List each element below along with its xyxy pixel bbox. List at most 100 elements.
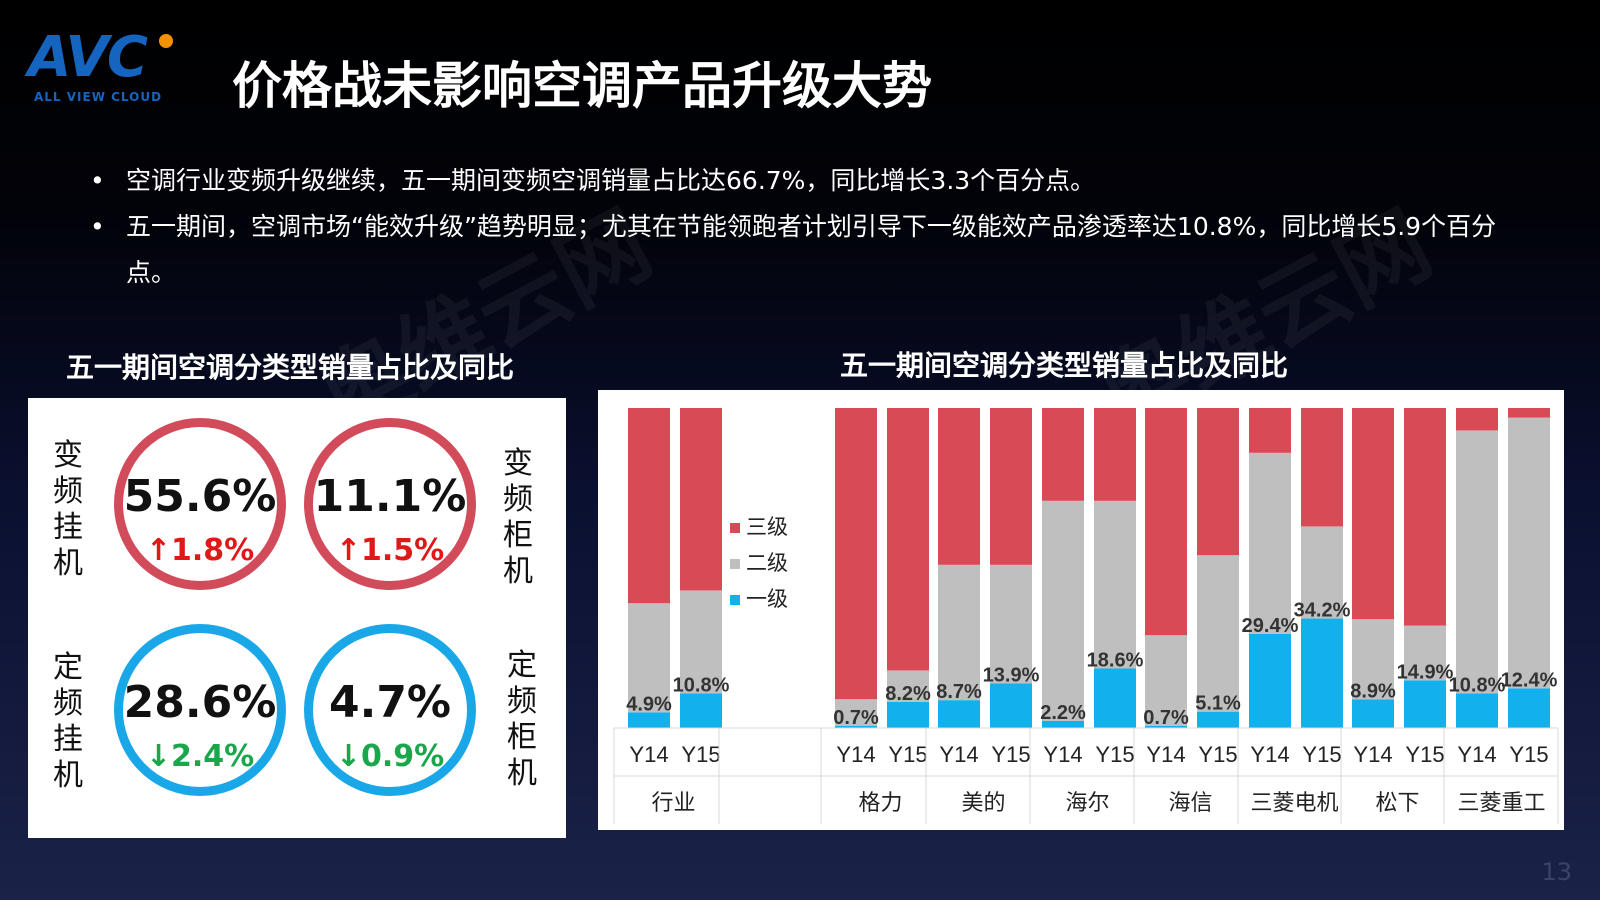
data-label: 4.9% <box>626 693 672 715</box>
circle-label: 变频挂机 <box>53 438 83 581</box>
tick-label: Y15 <box>1198 742 1237 767</box>
bar-segment-二级 <box>1301 526 1343 619</box>
legend-label: 二级 <box>746 552 788 575</box>
bar-segment-一级 <box>1508 688 1550 728</box>
tick-label: Y14 <box>1250 742 1289 767</box>
bar-segment-二级 <box>1094 500 1136 669</box>
group-label: 格力 <box>858 790 902 815</box>
stacked-bar-chart: 4.9% Y14 10.8% Y15 行业 0.7% Y14 8.2% Y15 格力 8.7% Y14… <box>613 408 1559 824</box>
tick-label: Y14 <box>629 742 668 767</box>
data-label: 29.4% <box>1242 615 1299 637</box>
bar-segment-二级 <box>1456 430 1498 694</box>
bar-segment-二级 <box>990 564 1032 684</box>
stat-circle: 55.6% ↑1.8% <box>114 418 286 590</box>
bar-segment-一级 <box>887 701 929 728</box>
stat-percent: 4.7% <box>328 677 452 728</box>
bar-segment-二级 <box>1197 555 1239 712</box>
legend-swatch <box>730 523 740 533</box>
legend-swatch <box>730 559 740 569</box>
group-label: 海尔 <box>1065 790 1109 815</box>
tick-label: Y14 <box>1043 742 1082 767</box>
bar-segment-一级 <box>1456 693 1498 728</box>
stat-percent: 55.6% <box>123 471 277 522</box>
bar-segment-三级 <box>1352 408 1394 620</box>
bar-segment-一级 <box>1249 633 1291 728</box>
circle-stats-panel: 变频挂机 55.6% ↑1.8% 11.1% ↑1.5% 变频柜机 定频挂机 2… <box>28 398 566 838</box>
bar-segment-二级 <box>1042 500 1084 721</box>
bar-segment-一级 <box>1197 711 1239 728</box>
tick-label: Y15 <box>1095 742 1134 767</box>
bar-segment-一级 <box>1404 680 1446 728</box>
stat-circle: 11.1% ↑1.5% <box>304 418 476 590</box>
group-label: 行业 <box>651 790 695 815</box>
stat-percent: 28.6% <box>123 677 277 728</box>
logo-mark: AVC <box>28 25 148 90</box>
bullet-item: 空调行业变频升级继续，五一期间变频空调销量占比达66.7%，同比增长3.3个百分… <box>90 158 1530 204</box>
bar-segment-三级 <box>1197 408 1239 556</box>
tick-label: Y14 <box>1457 742 1496 767</box>
bar-segment-二级 <box>938 564 980 701</box>
tick-label: Y14 <box>836 742 875 767</box>
bar-segment-一级 <box>1094 668 1136 728</box>
bar-segment-二级 <box>1249 452 1291 634</box>
bar-segment-一级 <box>680 693 722 728</box>
bar-segment-三级 <box>1508 408 1550 418</box>
group-label: 美的 <box>961 790 1005 815</box>
bar-segment-二级 <box>835 699 877 726</box>
bar-segment-三级 <box>1456 408 1498 431</box>
stat-change: ↑1.8% <box>145 533 255 568</box>
data-label: 2.2% <box>1040 702 1086 724</box>
tick-label: Y15 <box>991 742 1030 767</box>
stat-circle: 4.7% ↓0.9% <box>304 624 476 796</box>
bar-segment-三级 <box>1249 408 1291 453</box>
group-label: 三菱重工 <box>1457 790 1545 815</box>
bar-segment-一级 <box>1352 699 1394 728</box>
bar-segment-二级 <box>1404 625 1446 681</box>
bar-segment-二级 <box>1145 635 1187 726</box>
bar-segment-三级 <box>990 408 1032 565</box>
bar-segment-二级 <box>1352 619 1394 700</box>
bar-segment-三级 <box>1404 408 1446 626</box>
bar-segment-二级 <box>887 670 929 702</box>
tick-label: Y15 <box>888 742 927 767</box>
bar-segment-一级 <box>835 725 877 728</box>
data-label: 0.7% <box>1143 707 1189 729</box>
bar-segment-三级 <box>887 408 929 671</box>
tick-label: Y14 <box>1146 742 1185 767</box>
data-label: 14.9% <box>1397 661 1454 683</box>
bullet-item: 五一期间，空调市场“能效升级”趋势明显；尤其在节能领跑者计划引导下一级能效产品渗… <box>90 204 1530 296</box>
bar-segment-三级 <box>628 408 670 604</box>
bar-segment-一级 <box>1042 720 1084 728</box>
bar-segment-三级 <box>1042 408 1084 501</box>
right-chart-title: 五一期间空调分类型销量占比及同比 <box>840 349 1289 382</box>
stat-change: ↓2.4% <box>145 739 255 774</box>
bar-segment-一级 <box>628 712 670 728</box>
data-label: 10.8% <box>1449 674 1506 696</box>
bar-segment-三级 <box>938 408 980 565</box>
legend-label: 一级 <box>746 588 788 611</box>
stat-change: ↑1.5% <box>335 533 445 568</box>
tick-label: Y15 <box>681 742 720 767</box>
stat-circle: 28.6% ↓2.4% <box>114 624 286 796</box>
data-label: 12.4% <box>1501 669 1558 691</box>
bar-segment-一级 <box>938 700 980 728</box>
stat-change: ↓0.9% <box>335 739 445 774</box>
data-label: 0.7% <box>833 707 879 729</box>
bar-segment-一级 <box>1301 618 1343 728</box>
tick-label: Y15 <box>1302 742 1341 767</box>
legend-label: 三级 <box>746 516 788 539</box>
bar-segment-三级 <box>680 408 722 591</box>
stacked-bar-chart-panel: 4.9% Y14 10.8% Y15 行业 0.7% Y14 8.2% Y15 格力 8.7% Y14… <box>598 390 1564 830</box>
page-title: 价格战未影响空调产品升级大势 <box>232 57 932 115</box>
circle-label: 定频柜机 <box>507 648 537 791</box>
bullet-list: 空调行业变频升级继续，五一期间变频空调销量占比达66.7%，同比增长3.3个百分… <box>90 158 1530 296</box>
tick-label: Y14 <box>1353 742 1392 767</box>
data-label: 8.2% <box>885 683 931 705</box>
bar-segment-三级 <box>1094 408 1136 501</box>
group-label: 松下 <box>1375 790 1419 815</box>
stat-percent: 11.1% <box>313 471 467 522</box>
bar-segment-三级 <box>835 408 877 700</box>
circle-label: 变频柜机 <box>503 446 533 589</box>
data-label: 8.7% <box>936 681 982 703</box>
avc-logo: AVC ALL VIEW CLOUD <box>26 30 186 110</box>
